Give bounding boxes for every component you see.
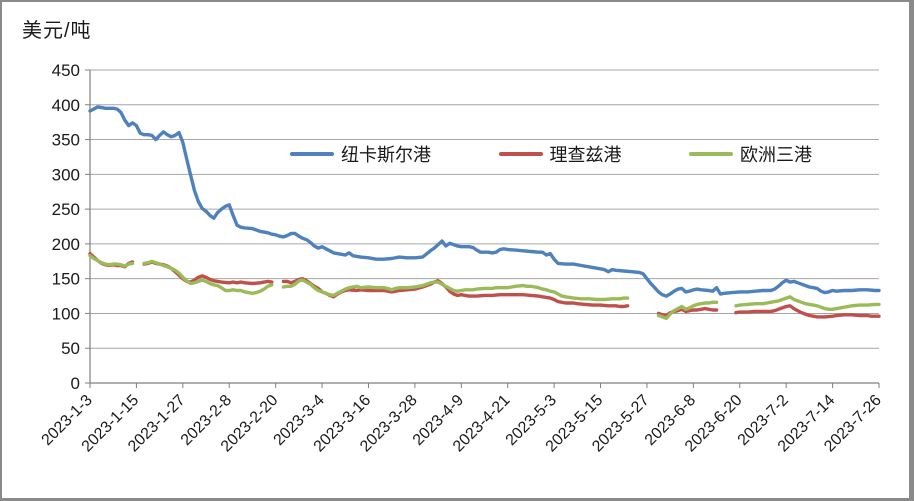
y-tick-label: 150 [52,270,80,289]
series-segment [88,253,135,268]
y-tick-label: 300 [52,165,80,184]
series-line-1 [88,251,881,319]
legend-item-newcastle: 纽卡斯尔港 [290,141,431,167]
y-tick-label: 350 [52,131,80,150]
y-tick-label: 100 [52,304,80,323]
series-segment [142,259,274,295]
legend-label-newcastle: 纽卡斯尔港 [341,145,431,165]
legend-label-richards-bay: 理查兹港 [549,145,622,165]
series-line-0 [88,105,881,298]
y-tick-label: 50 [61,339,80,358]
series-segment [88,105,881,298]
series-segment [734,304,881,319]
legend-swatch-richards-bay [498,152,543,156]
series-segment [656,300,719,320]
legend-item-richards-bay: 理查兹港 [498,141,622,167]
axis-unit-title: 美元/吨 [22,20,92,42]
y-tick-label: 0 [71,374,80,393]
y-axis: 0 50 100 150 200 250 300 350 400 450 [52,61,91,393]
legend-swatch-newcastle [290,152,334,156]
series-segment [281,278,630,302]
legend-label-europe-three-ports: 欧洲三港 [740,145,812,165]
y-tick-label: 200 [52,235,80,254]
legend-swatch-europe-three-ports [689,152,733,156]
series-line-2 [88,253,881,320]
series-segment [734,295,881,311]
x-axis: 2023-1-32023-1-152023-1-272023-2-82023-2… [39,382,885,455]
y-tick-label: 400 [52,96,80,115]
gridlines [90,69,879,349]
series-segment [281,277,630,309]
legend-item-europe-three-ports: 欧洲三港 [689,141,812,167]
y-tick-label: 450 [52,61,80,80]
legend: 纽卡斯尔港 理查兹港 欧洲三港 [290,141,812,167]
y-tick-label: 250 [52,200,80,219]
